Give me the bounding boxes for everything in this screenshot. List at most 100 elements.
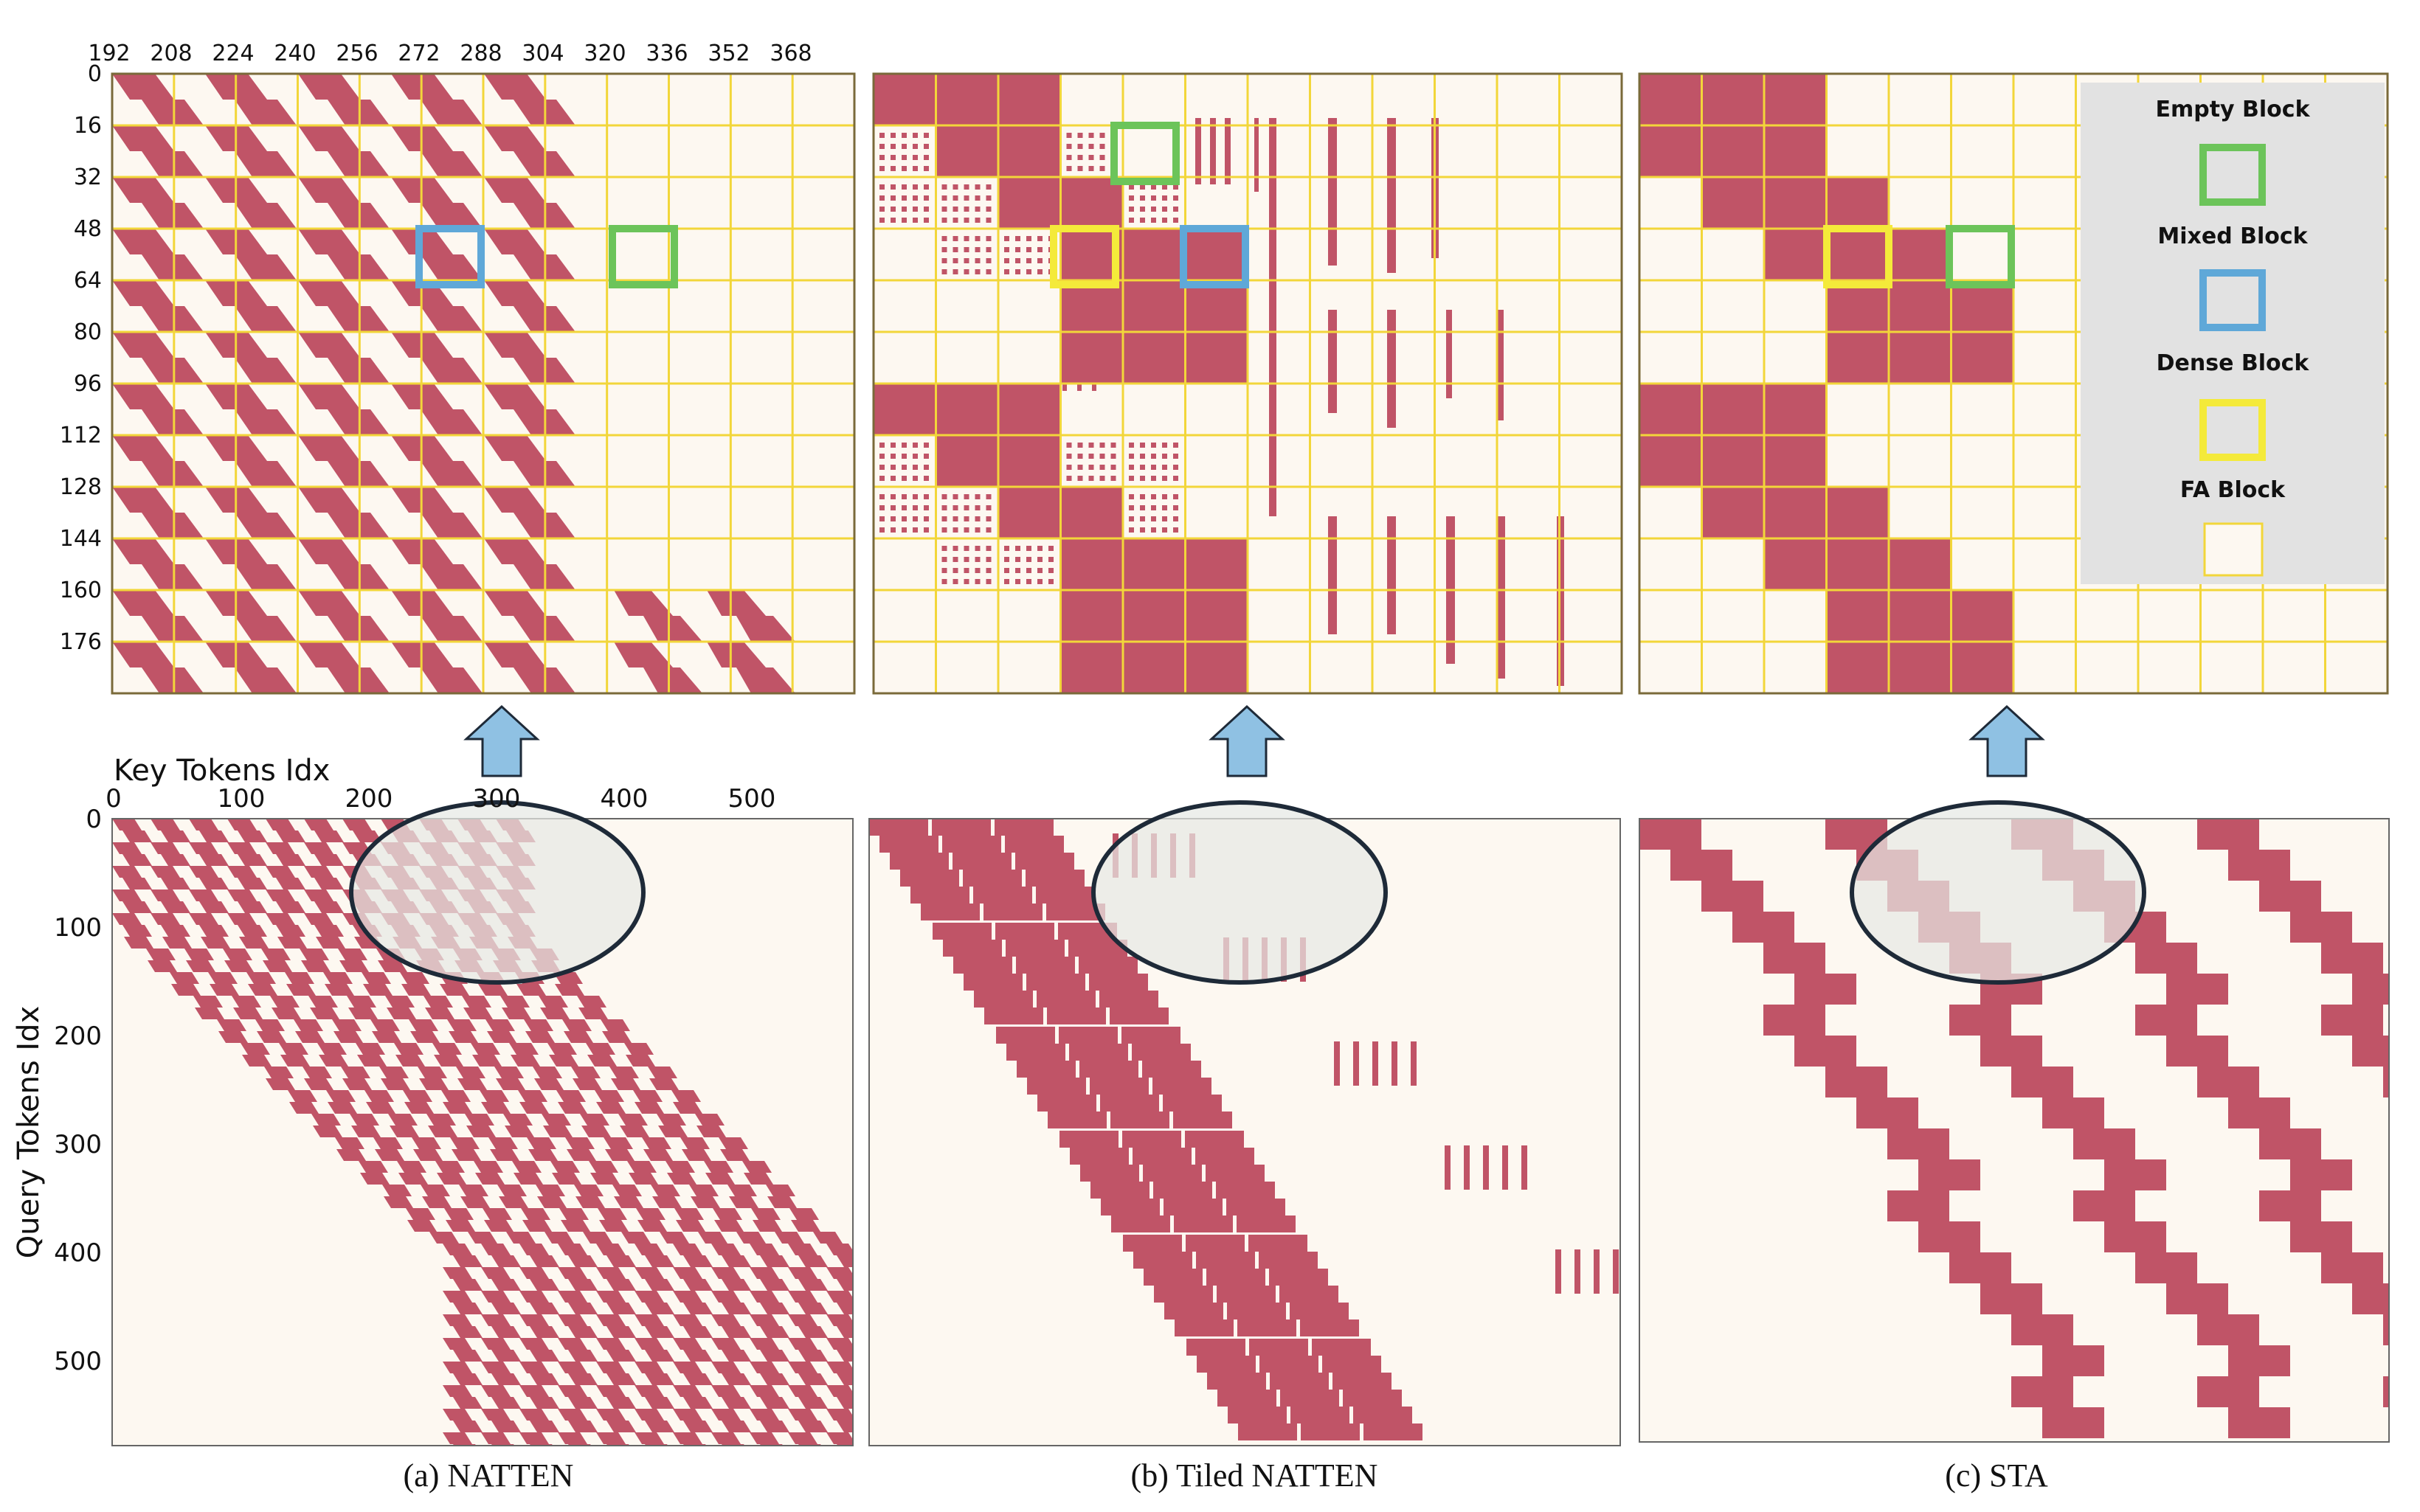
mask-step [953, 853, 1012, 870]
mask-stripe [112, 487, 174, 513]
mixed-mask-dot [1015, 247, 1020, 252]
mask-step [1301, 1423, 1360, 1440]
mask-step [1207, 1373, 1266, 1390]
mixed-mask-dot [913, 476, 918, 481]
mask-stripe [651, 1185, 680, 1196]
mixed-mask-dot [1037, 247, 1043, 252]
mask-step [1237, 1319, 1296, 1336]
mask-stripe [760, 1397, 789, 1409]
mixed-mask-dot [953, 527, 958, 533]
mixed-mask-dot [986, 546, 992, 551]
mask-stripe [590, 1173, 620, 1185]
mask-stripe [459, 1185, 488, 1196]
mask-stripe [471, 1043, 500, 1055]
mask-step [2290, 1221, 2352, 1252]
dense-mask-block [1889, 590, 1951, 642]
mask-stripe [558, 1314, 587, 1326]
legend-dense-label: Dense Block [2157, 350, 2310, 376]
zoom-x-tick: 240 [274, 41, 316, 66]
mask-stripe [186, 960, 215, 972]
mask-stripe [483, 1208, 512, 1220]
mixed-mask-dot [1077, 155, 1083, 160]
mixed-mask-dot [1004, 236, 1009, 241]
mask-step [1856, 1097, 1918, 1128]
mixed-mask-dot [1173, 476, 1178, 481]
zoom-y-tick: 48 [74, 216, 102, 242]
mask-step [1036, 887, 1095, 904]
mask-stripe [400, 972, 429, 984]
mask-stripe [695, 1114, 725, 1126]
mask-stripe [583, 1232, 612, 1244]
mask-stripe [342, 1078, 372, 1090]
mask-stripe [112, 229, 174, 254]
mask-stripe [511, 1055, 540, 1067]
mask-stripe [481, 1432, 511, 1444]
dense-mask-block [998, 74, 1061, 125]
mask-stripe [170, 972, 199, 984]
mask-stripe [311, 1114, 341, 1126]
mixed-mask-dot [1077, 443, 1083, 448]
mixed-mask-dot [879, 207, 885, 212]
mask-stripe [142, 254, 204, 280]
mask-step [1164, 1199, 1223, 1216]
mask-stripe [189, 842, 218, 854]
mixed-mask-dot [975, 207, 981, 212]
mask-step [1027, 1078, 1086, 1095]
mixed-mask-dot [913, 184, 918, 190]
mask-stripe [750, 1432, 779, 1444]
mixed-mask-dot [1129, 443, 1134, 448]
mask-step [2228, 1345, 2290, 1376]
mask-stripe [342, 819, 372, 830]
mask-stripe [711, 1314, 741, 1326]
dense-mask-block [1060, 487, 1123, 538]
mask-stripe [487, 1031, 516, 1043]
mixed-mask-dot [879, 195, 885, 201]
mask-stripe [387, 1008, 416, 1019]
mask-stripe [199, 925, 229, 937]
mask-stripe [627, 1161, 657, 1173]
mask-stripe [294, 1019, 323, 1031]
mask-stripe [760, 1350, 789, 1362]
mixed-mask-dot [975, 258, 981, 263]
mask-step [1185, 1131, 1244, 1148]
mask-step [2383, 1067, 2389, 1097]
mask-stripe [301, 960, 331, 972]
mask-stripe [750, 1362, 779, 1373]
mask-bar [1092, 288, 1096, 391]
mixed-mask-dot [1066, 476, 1072, 481]
mask-stripe [422, 1196, 452, 1208]
mask-stripe [462, 996, 491, 1008]
mask-stripe [304, 819, 333, 830]
mask-stripe [298, 229, 360, 254]
mask-step [1763, 943, 1825, 974]
mixed-mask-dot [924, 465, 929, 470]
mask-stripe [142, 151, 204, 177]
dense-mask-block [1826, 332, 1889, 384]
mixed-mask-dot [891, 207, 896, 212]
full-x-tick: 200 [345, 784, 393, 814]
mask-bar [1387, 310, 1396, 428]
mask-stripe [711, 1385, 741, 1397]
mask-bar [1594, 1249, 1600, 1294]
dense-mask-block [1060, 642, 1123, 693]
mask-stripe [491, 1255, 521, 1267]
full-y-tick: 200 [54, 1022, 102, 1051]
mask-step [2073, 1128, 2135, 1159]
full-x-tick: 100 [218, 784, 266, 814]
mask-stripe [142, 358, 204, 384]
dense-mask-block [1764, 229, 1827, 280]
mask-stripe [575, 1196, 605, 1208]
mask-stripe [558, 1244, 587, 1255]
mask-step [890, 853, 949, 870]
mask-stripe [161, 878, 190, 889]
zoom-arrows [463, 704, 2045, 777]
mask-stripe [837, 1279, 853, 1291]
mask-stripe [536, 1185, 565, 1196]
mixed-mask-dot [1037, 258, 1043, 263]
mask-bar [1387, 516, 1396, 634]
mixed-mask-dot [1162, 476, 1167, 481]
mask-stripe [722, 1397, 751, 1409]
mask-stripe [146, 949, 176, 960]
mask-stripe [530, 1326, 559, 1338]
mask-step [1133, 1148, 1192, 1165]
